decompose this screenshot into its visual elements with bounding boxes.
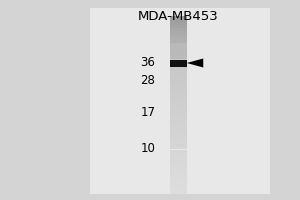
- Bar: [170, 188, 187, 191]
- Bar: [170, 176, 187, 179]
- Bar: [170, 25, 187, 28]
- Bar: [170, 58, 187, 60]
- Bar: [170, 60, 187, 66]
- Bar: [170, 164, 187, 167]
- Bar: [170, 123, 187, 126]
- Bar: [170, 72, 187, 75]
- Bar: [170, 102, 187, 105]
- Bar: [170, 138, 187, 141]
- Bar: [170, 60, 187, 63]
- Polygon shape: [187, 58, 203, 68]
- Bar: [170, 16, 187, 19]
- Bar: [170, 75, 187, 78]
- Bar: [170, 129, 187, 132]
- Bar: [170, 111, 187, 114]
- Bar: [170, 37, 187, 40]
- Bar: [170, 167, 187, 170]
- Bar: [170, 55, 187, 58]
- Bar: [170, 141, 187, 144]
- Bar: [170, 87, 187, 90]
- Bar: [170, 173, 187, 176]
- Text: MDA-MB453: MDA-MB453: [138, 10, 219, 23]
- Bar: [170, 114, 187, 117]
- Bar: [170, 191, 187, 194]
- Bar: [170, 28, 187, 31]
- Bar: [170, 63, 187, 66]
- Bar: [170, 182, 187, 185]
- Bar: [170, 96, 187, 99]
- Bar: [170, 19, 187, 22]
- Bar: [170, 150, 187, 152]
- Bar: [170, 152, 187, 155]
- Bar: [170, 132, 187, 135]
- Bar: [170, 161, 187, 164]
- Bar: [170, 78, 187, 81]
- Bar: [170, 81, 187, 84]
- Bar: [170, 185, 187, 188]
- Bar: [170, 69, 187, 72]
- Bar: [170, 52, 187, 55]
- Bar: [170, 84, 187, 87]
- Bar: [170, 158, 187, 161]
- Bar: [170, 31, 187, 34]
- Text: 10: 10: [140, 142, 155, 156]
- Text: 36: 36: [140, 56, 155, 70]
- Bar: [170, 93, 187, 96]
- Bar: [170, 155, 187, 158]
- Bar: [170, 49, 187, 52]
- Bar: [170, 126, 187, 129]
- Bar: [170, 46, 187, 49]
- Bar: [170, 34, 187, 37]
- Bar: [90, 8, 270, 194]
- Bar: [170, 43, 187, 46]
- Bar: [170, 170, 187, 173]
- Text: 28: 28: [140, 73, 155, 86]
- Bar: [170, 144, 187, 147]
- Bar: [170, 99, 187, 102]
- Bar: [170, 105, 187, 108]
- Bar: [170, 66, 187, 69]
- Bar: [170, 22, 187, 25]
- Bar: [170, 108, 187, 111]
- Bar: [170, 40, 187, 43]
- Bar: [170, 90, 187, 93]
- Text: 17: 17: [140, 106, 155, 119]
- Bar: [170, 147, 187, 149]
- Bar: [170, 16, 187, 60]
- Bar: [170, 117, 187, 120]
- Bar: [170, 120, 187, 123]
- Bar: [170, 135, 187, 138]
- Bar: [170, 179, 187, 182]
